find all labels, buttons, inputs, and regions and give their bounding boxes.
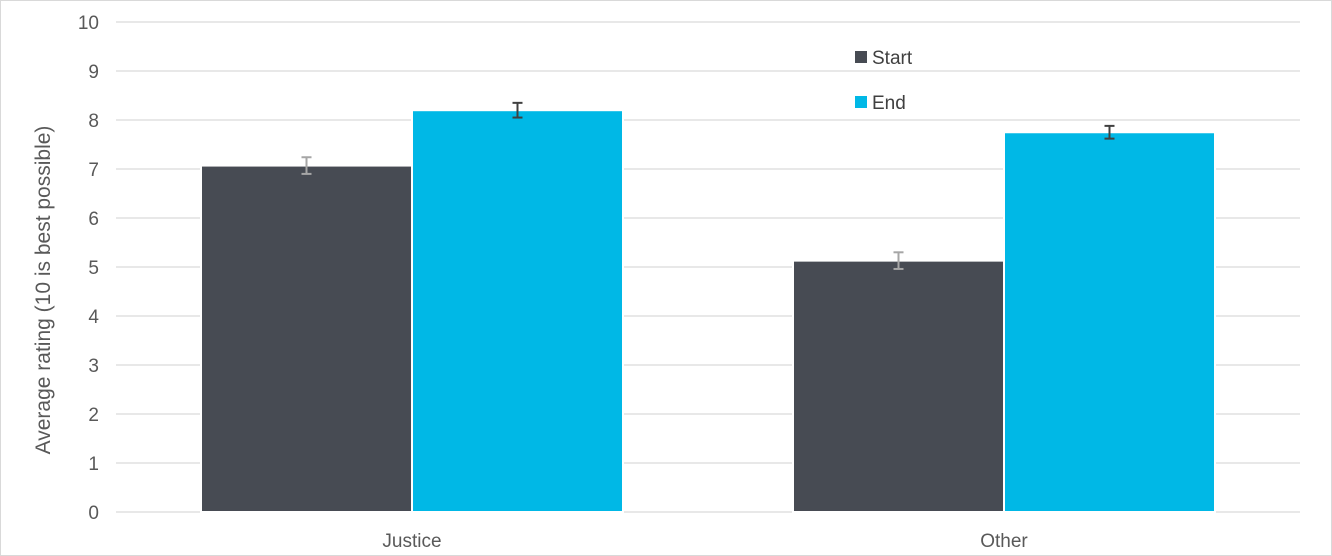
legend: Start End — [855, 48, 913, 114]
y-tick-label: 1 — [88, 454, 99, 475]
y-tick-label: 0 — [88, 503, 99, 524]
y-tick-label: 6 — [88, 209, 99, 230]
y-tick-label: 7 — [88, 160, 99, 181]
y-tick-label: 2 — [88, 405, 99, 426]
bar-start-justice — [200, 164, 413, 513]
bars — [200, 109, 1216, 513]
y-tick-label: 5 — [88, 258, 99, 279]
legend-item-end: End — [855, 93, 906, 114]
y-tick-label: 4 — [88, 307, 99, 328]
y-axis-title: Average rating (10 is best possible) — [32, 126, 55, 455]
y-tick-label: 3 — [88, 356, 99, 377]
legend-item-start: Start — [855, 48, 913, 69]
error-bar-end-justice — [512, 101, 523, 119]
error-bar-start-justice — [301, 156, 312, 175]
bar-end-justice — [411, 109, 624, 513]
y-tick-label: 10 — [78, 13, 99, 34]
legend-swatch — [855, 96, 867, 108]
legend-swatch — [855, 51, 867, 63]
error-bars — [301, 101, 1115, 270]
y-tick-labels: 0 1 2 3 4 5 6 7 8 9 10 — [78, 13, 100, 524]
legend-label: Start — [872, 48, 913, 69]
legend-label: End — [872, 93, 906, 114]
x-category-label: Justice — [382, 531, 441, 552]
bar-end-other — [1003, 131, 1216, 513]
x-category-label: Other — [980, 531, 1028, 552]
bar-start-other — [792, 259, 1005, 513]
x-category-labels: Justice Other — [382, 531, 1028, 552]
y-tick-label: 8 — [88, 111, 99, 132]
error-bar-start-other — [893, 251, 904, 270]
error-bar-end-other — [1104, 124, 1115, 140]
y-tick-label: 9 — [88, 62, 99, 83]
